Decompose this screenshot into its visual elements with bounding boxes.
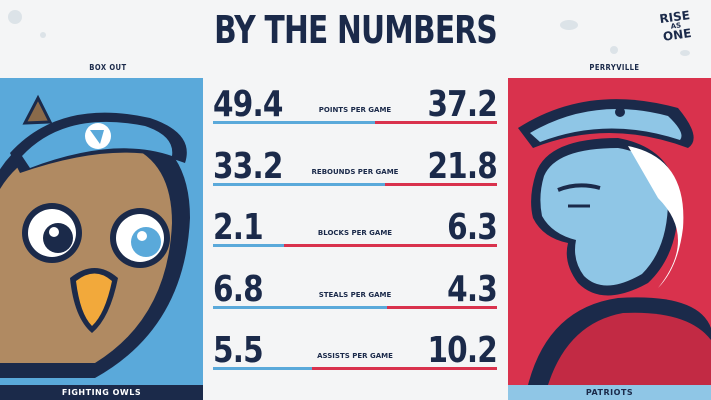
comparison-bar <box>213 305 497 309</box>
stat-row-steals: 6.8 STEALS PER GAME 4.3 <box>213 265 498 327</box>
left-share-fill <box>213 182 385 186</box>
background-speckle <box>8 10 22 24</box>
patriot-mascot-icon <box>508 78 711 385</box>
stat-label: STEALS PER GAME <box>318 290 392 299</box>
left-team-label: BOX OUT <box>89 63 127 72</box>
background-speckle <box>610 46 618 54</box>
right-stat-value: 4.3 <box>447 268 498 310</box>
background-speckle <box>560 20 578 30</box>
stat-row-points: 49.4 POINTS PER GAME 37.2 <box>213 80 498 142</box>
background-speckle <box>680 50 690 56</box>
stat-row-rebounds: 33.2 REBOUNDS PER GAME 21.8 <box>213 142 498 204</box>
stat-row-blocks: 2.1 BLOCKS PER GAME 6.3 <box>213 203 498 265</box>
stat-label: ASSISTS PER GAME <box>317 352 393 360</box>
left-share-fill <box>213 121 375 124</box>
left-stat-value: 49.4 <box>213 84 283 125</box>
right-stat-value: 6.3 <box>447 207 498 248</box>
stat-label: BLOCKS PER GAME <box>317 229 393 237</box>
stat-row-assists: 5.5 ASSISTS PER GAME 10.2 <box>213 326 498 388</box>
left-stat-value: 5.5 <box>213 330 264 371</box>
left-share-fill <box>213 244 284 247</box>
stat-label: POINTS PER GAME <box>318 106 392 114</box>
stats-comparison: 49.4 POINTS PER GAME 37.2 33.2 REBOUNDS … <box>213 80 498 388</box>
owl-mascot-icon <box>0 94 190 378</box>
right-team-label: PERRYVILLE <box>589 63 640 72</box>
left-share-fill <box>213 367 313 370</box>
page-title: BY THE NUMBERS <box>214 8 498 52</box>
stat-label: REBOUNDS PER GAME <box>311 167 399 176</box>
comparison-bar <box>213 121 497 124</box>
left-team-panel <box>0 78 203 385</box>
rise-as-one-logo: RISE AS ONE <box>651 8 701 44</box>
right-stat-value: 10.2 <box>427 330 497 371</box>
left-stat-value: 33.2 <box>213 145 283 187</box>
right-team-name: PATRIOTS <box>508 385 711 400</box>
background-speckle <box>40 32 46 38</box>
comparison-bar <box>213 367 497 370</box>
left-stat-value: 2.1 <box>213 207 264 248</box>
left-stat-value: 6.8 <box>213 268 264 310</box>
right-stat-value: 37.2 <box>427 84 497 125</box>
comparison-bar <box>213 182 497 186</box>
comparison-bar <box>213 244 497 247</box>
left-share-fill <box>213 305 388 309</box>
left-team-name: FIGHTING OWLS <box>0 385 203 400</box>
right-stat-value: 21.8 <box>427 145 497 187</box>
right-team-panel <box>508 78 711 385</box>
